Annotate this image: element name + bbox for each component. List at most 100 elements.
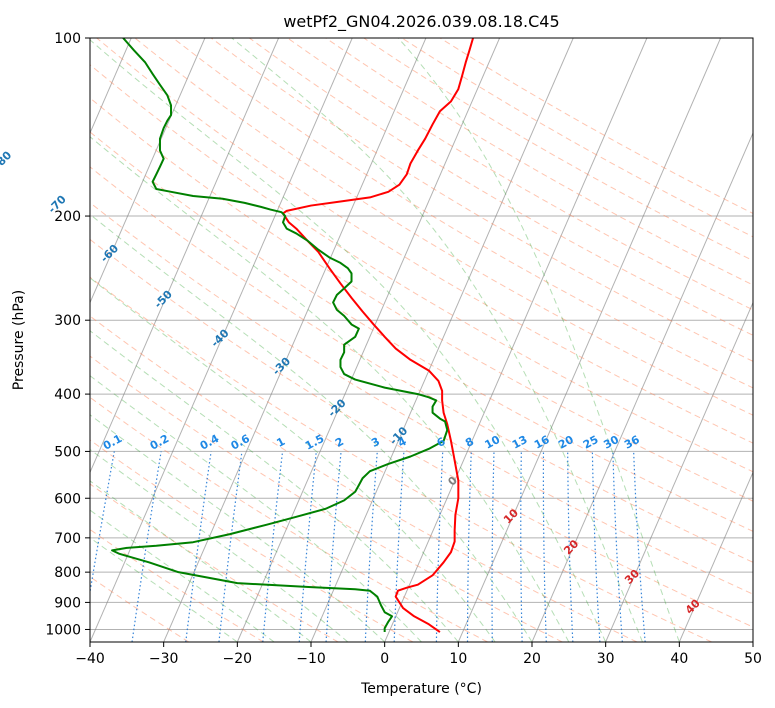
chart-title: wetPf2_GN04.2026.039.08.18.C45 xyxy=(283,12,559,32)
dry-adiabat-line xyxy=(90,64,753,473)
mixing-ratio-line xyxy=(542,451,547,642)
dry-adiabat-line xyxy=(90,202,753,595)
y-tick-label: 1000 xyxy=(45,622,81,638)
dry-adiabat-label: -40 xyxy=(208,326,231,349)
isotherm-label: 40 xyxy=(683,597,703,617)
x-tick-label: 50 xyxy=(744,651,762,667)
dry-adiabat-label: -50 xyxy=(152,288,175,311)
dry-adiabat-line xyxy=(249,38,753,336)
mixing-ratio-label: 1.5 xyxy=(303,432,326,453)
dewpoint-profile-line xyxy=(111,38,449,633)
moist-adiabat-line xyxy=(90,414,386,642)
x-axis: −40 −30 −20 −10 0 10 20 30 40 50 xyxy=(75,642,762,667)
moist-adiabat-line xyxy=(90,480,312,642)
isotherm-line xyxy=(605,301,753,642)
isotherm-line xyxy=(236,38,501,642)
dry-adiabat-line xyxy=(90,276,712,642)
temperature-profile-line xyxy=(282,38,475,633)
dry-adiabat-label: -30 xyxy=(270,355,293,378)
mixing-ratio-label: 16 xyxy=(532,433,552,452)
moist-adiabat-line xyxy=(90,213,533,642)
dry-adiabat-line xyxy=(90,315,638,642)
dry-adiabat-line xyxy=(90,166,753,563)
isotherm-line xyxy=(531,131,753,642)
x-tick-label: 30 xyxy=(597,651,615,667)
mixing-ratio-label: 10 xyxy=(483,433,503,452)
dry-adiabat-line xyxy=(287,38,753,311)
y-tick-label: 700 xyxy=(54,531,81,547)
dry-adiabat-line xyxy=(90,483,339,642)
dry-adiabat-line xyxy=(90,355,563,642)
y-tick-label: 800 xyxy=(54,565,81,581)
mixing-ratio-label: 0.4 xyxy=(198,432,222,453)
moist-adiabat-line xyxy=(231,38,643,642)
moist-adiabat-line xyxy=(90,448,349,642)
dry-adiabat-line xyxy=(90,576,190,642)
moist-adiabat-line xyxy=(90,330,459,642)
y-axis: 100 200 300 400 500 600 700 800 900 1000 xyxy=(45,31,90,638)
moist-adiabat-line xyxy=(397,38,680,642)
y-axis-title: Pressure (hPa) xyxy=(11,290,27,390)
mixing-ratio-line xyxy=(131,451,162,642)
x-tick-label: −30 xyxy=(149,651,179,667)
dry-adiabat-label: -80 xyxy=(0,148,15,171)
dry-adiabat-line xyxy=(90,439,414,642)
x-tick-label: −10 xyxy=(296,651,326,667)
dry-adiabat-line xyxy=(172,38,753,389)
mixing-ratio-line xyxy=(591,451,601,642)
mixing-ratio-label: 2 xyxy=(333,435,346,450)
moist-adiabat-line xyxy=(90,39,607,642)
mixing-ratio-label: 30 xyxy=(601,433,621,452)
plot-frame xyxy=(89,37,754,643)
dry-adiabat-line xyxy=(90,97,753,502)
dry-adiabat-label: -60 xyxy=(98,242,121,265)
isotherm-line xyxy=(457,38,722,642)
mixing-ratio-label: 1 xyxy=(274,435,287,450)
isotherm-line xyxy=(678,471,753,642)
x-tick-label: −40 xyxy=(75,651,105,667)
isotherm-line xyxy=(90,38,280,474)
x-tick-label: −20 xyxy=(223,651,253,667)
mixing-ratio-label: 3 xyxy=(369,435,382,450)
mixing-ratio-line xyxy=(218,451,243,642)
isotherm-line xyxy=(310,38,574,642)
isotherm-line xyxy=(90,38,353,642)
mixing-ratio-line xyxy=(633,451,646,642)
mixing-ratio-line xyxy=(90,451,115,596)
mixing-ratio-line xyxy=(185,451,212,642)
isotherm-line xyxy=(0,38,58,642)
x-tick-label: 10 xyxy=(449,651,467,667)
dry-adiabat-line xyxy=(134,38,753,416)
moist-adiabat-line xyxy=(90,509,275,642)
mixing-ratio-label: 13 xyxy=(510,433,530,452)
x-tick-label: 0 xyxy=(380,651,389,667)
background-lines xyxy=(0,38,753,642)
dry-adiabat-line xyxy=(325,38,753,286)
y-tick-label: 100 xyxy=(54,31,81,47)
mixing-ratio-line xyxy=(262,451,284,642)
isotherm-line xyxy=(90,38,206,304)
dry-adiabat-line xyxy=(96,38,753,444)
mixing-ratio-label: 0.2 xyxy=(148,432,171,453)
x-tick-label: 20 xyxy=(523,651,541,667)
y-tick-label: 900 xyxy=(54,595,81,611)
x-tick-label: 40 xyxy=(670,651,688,667)
dry-adiabat-line xyxy=(90,131,753,532)
isotherm-label: 10 xyxy=(501,506,521,526)
y-tick-label: 400 xyxy=(54,387,81,403)
y-tick-label: 600 xyxy=(54,491,81,507)
y-tick-label: 200 xyxy=(54,209,81,225)
isotherm-label: 20 xyxy=(561,537,581,557)
dry-adiabat-line xyxy=(210,38,753,362)
mixing-ratio-label: 0.1 xyxy=(101,432,124,453)
mixing-ratio-line xyxy=(520,451,523,642)
mixing-ratio-line xyxy=(491,451,495,642)
mixing-ratio-line xyxy=(435,451,444,642)
x-axis-title: Temperature (°C) xyxy=(360,681,482,697)
moist-adiabat-line xyxy=(90,277,496,642)
mixing-ratio-label: 36 xyxy=(622,433,642,452)
profiles xyxy=(111,38,475,633)
moist-adiabat-line xyxy=(90,537,238,642)
